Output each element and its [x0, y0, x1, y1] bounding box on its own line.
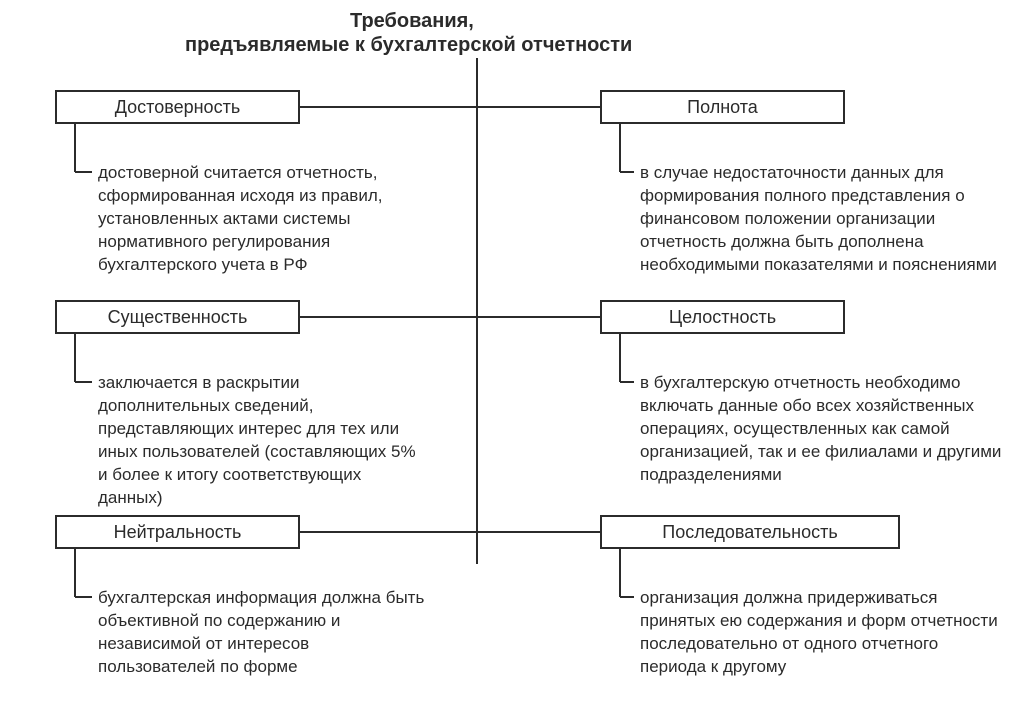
node-description: организация должна придерживаться принят…: [640, 587, 1000, 679]
node-description: в случае недостаточности данных для форм…: [640, 162, 1000, 277]
node-label: Существенность: [108, 307, 248, 328]
node-box: Целостность: [600, 300, 845, 334]
node-label: Нейтральность: [114, 522, 242, 543]
node-description: достоверной считается отчетность, сформи…: [98, 162, 418, 277]
diagram-title-line2: предъявляемые к бухгалтерской отчетности: [185, 34, 632, 57]
node-label: Последовательность: [662, 522, 837, 543]
diagram-title-line1: Требования,: [350, 10, 474, 33]
node-label: Полнота: [687, 97, 758, 118]
node-label: Целостность: [669, 307, 776, 328]
node-description: бухгалтерская информация должна быть объ…: [98, 587, 428, 679]
node-box: Существенность: [55, 300, 300, 334]
node-description: заключается в раскрытии дополнительных с…: [98, 372, 428, 510]
node-box: Достоверность: [55, 90, 300, 124]
node-box: Полнота: [600, 90, 845, 124]
node-box: Нейтральность: [55, 515, 300, 549]
node-label: Достоверность: [115, 97, 240, 118]
node-box: Последовательность: [600, 515, 900, 549]
node-description: в бухгалтерскую отчетность необходимо вк…: [640, 372, 1010, 487]
